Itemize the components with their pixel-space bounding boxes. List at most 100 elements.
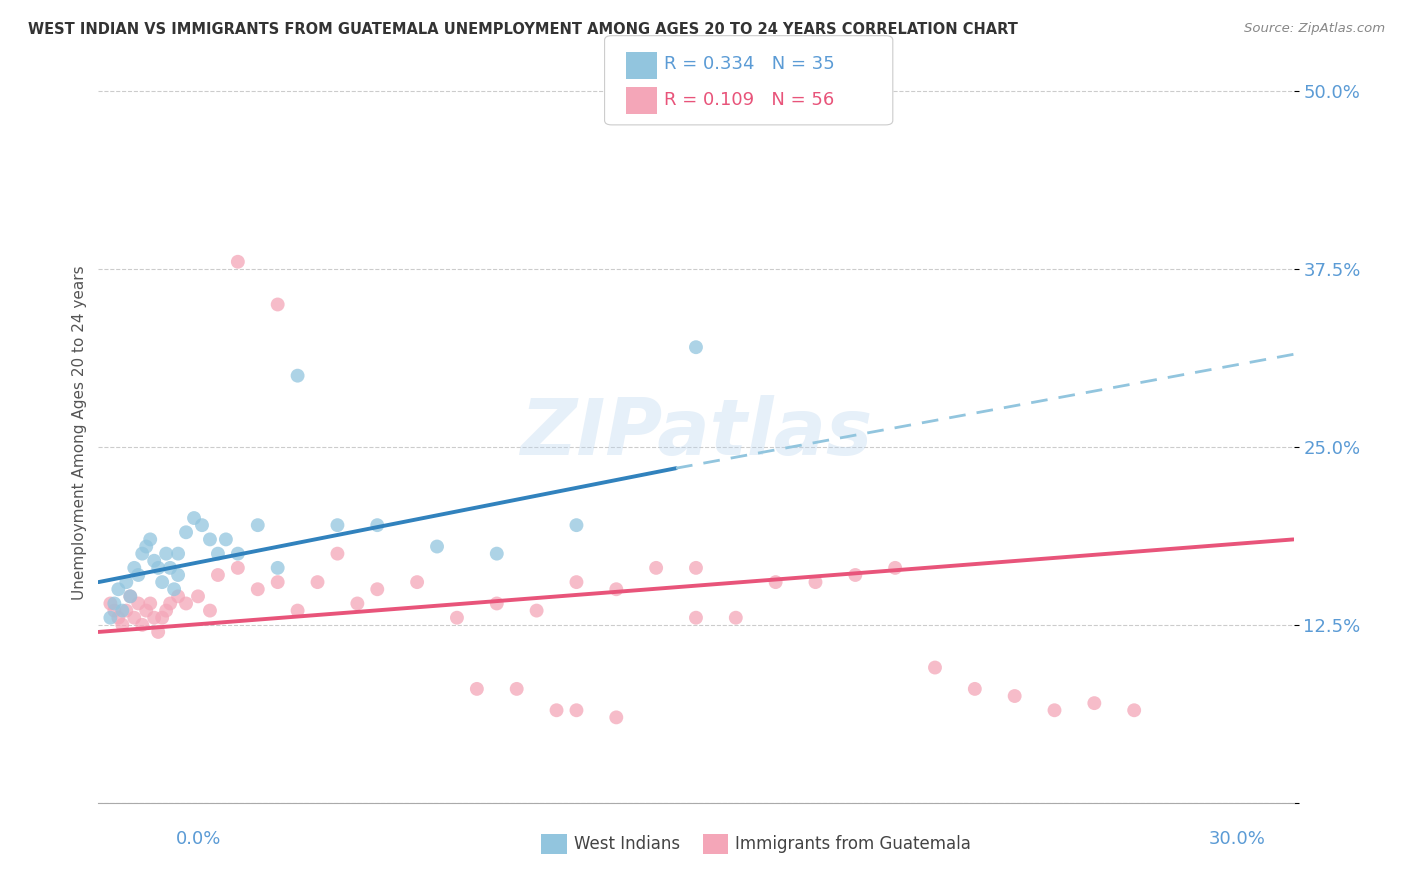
Point	[150, 610, 173, 624]
Point	[546, 703, 568, 717]
Point	[645, 561, 668, 575]
Point	[226, 547, 249, 561]
Point	[326, 547, 349, 561]
Point	[565, 575, 588, 590]
Point	[139, 597, 162, 611]
Point	[804, 575, 827, 590]
Text: R = 0.334   N = 35: R = 0.334 N = 35	[664, 55, 834, 73]
Point	[150, 575, 173, 590]
Point	[107, 582, 129, 597]
Point	[191, 518, 214, 533]
Point	[120, 590, 142, 604]
Y-axis label: Unemployment Among Ages 20 to 24 years: Unemployment Among Ages 20 to 24 years	[72, 265, 87, 600]
Point	[963, 681, 986, 696]
Point	[183, 511, 205, 525]
Point	[167, 590, 190, 604]
Point	[924, 660, 946, 674]
Text: 30.0%: 30.0%	[1209, 830, 1265, 847]
Point	[159, 561, 181, 575]
Point	[844, 568, 866, 582]
Point	[287, 604, 309, 618]
Point	[426, 540, 449, 554]
Point	[111, 617, 134, 632]
Point	[485, 597, 508, 611]
Point	[198, 604, 221, 618]
Point	[226, 561, 249, 575]
Point	[124, 610, 146, 624]
Point	[107, 610, 129, 624]
Point	[307, 575, 329, 590]
Point	[685, 561, 707, 575]
Point	[98, 597, 122, 611]
Point	[246, 518, 269, 533]
Text: Immigrants from Guatemala: Immigrants from Guatemala	[735, 835, 972, 853]
Text: ZIPatlas: ZIPatlas	[520, 394, 872, 471]
Point	[1123, 703, 1146, 717]
Point	[1043, 703, 1066, 717]
Point	[115, 575, 138, 590]
Point	[685, 340, 707, 354]
Point	[215, 533, 238, 547]
Point	[267, 561, 290, 575]
Point	[131, 547, 153, 561]
Point	[526, 604, 548, 618]
Point	[765, 575, 787, 590]
Point	[135, 540, 157, 554]
Point	[163, 582, 186, 597]
Point	[346, 597, 368, 611]
Text: Source: ZipAtlas.com: Source: ZipAtlas.com	[1244, 22, 1385, 36]
Point	[1083, 696, 1105, 710]
Point	[174, 597, 197, 611]
Point	[167, 568, 190, 582]
Point	[139, 533, 162, 547]
Text: WEST INDIAN VS IMMIGRANTS FROM GUATEMALA UNEMPLOYMENT AMONG AGES 20 TO 24 YEARS : WEST INDIAN VS IMMIGRANTS FROM GUATEMALA…	[28, 22, 1018, 37]
Point	[506, 681, 529, 696]
Point	[131, 617, 153, 632]
Point	[159, 597, 181, 611]
Point	[485, 547, 508, 561]
Point	[155, 604, 177, 618]
Point	[267, 575, 290, 590]
Point	[103, 604, 125, 618]
Point	[724, 610, 747, 624]
Point	[207, 568, 229, 582]
Point	[143, 610, 166, 624]
Point	[148, 624, 170, 639]
Point	[127, 597, 149, 611]
Text: 0.0%: 0.0%	[176, 830, 221, 847]
Point	[326, 518, 349, 533]
Point	[135, 604, 157, 618]
Point	[143, 554, 166, 568]
Point	[187, 590, 209, 604]
Text: R = 0.109   N = 56: R = 0.109 N = 56	[664, 91, 834, 109]
Point	[406, 575, 429, 590]
Point	[1004, 689, 1026, 703]
Point	[111, 604, 134, 618]
Point	[198, 533, 221, 547]
Point	[565, 703, 588, 717]
Point	[605, 710, 627, 724]
Text: West Indians: West Indians	[574, 835, 679, 853]
Point	[446, 610, 468, 624]
Point	[115, 604, 138, 618]
Point	[267, 297, 290, 311]
Point	[287, 368, 309, 383]
Point	[884, 561, 907, 575]
Point	[155, 547, 177, 561]
Point	[226, 254, 249, 268]
Point	[174, 525, 197, 540]
Point	[167, 547, 190, 561]
Point	[246, 582, 269, 597]
Point	[103, 597, 125, 611]
Point	[565, 518, 588, 533]
Point	[605, 582, 627, 597]
Point	[148, 561, 170, 575]
Point	[366, 518, 388, 533]
Point	[124, 561, 146, 575]
Point	[366, 582, 388, 597]
Point	[127, 568, 149, 582]
Point	[120, 590, 142, 604]
Point	[207, 547, 229, 561]
Point	[98, 610, 122, 624]
Point	[685, 610, 707, 624]
